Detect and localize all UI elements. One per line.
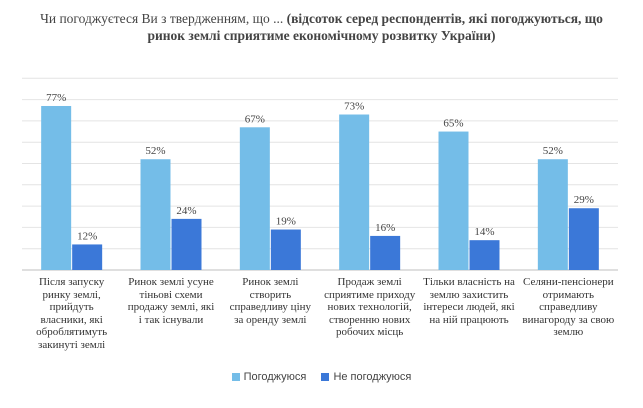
bar-disagree xyxy=(568,208,599,270)
data-label-agree: 67% xyxy=(245,113,265,125)
data-label-agree: 52% xyxy=(543,145,563,157)
data-label-agree: 73% xyxy=(344,101,364,113)
chart-title: Чи погоджуєтеся Ви з твердженням, що ...… xyxy=(30,10,613,44)
data-label-disagree: 12% xyxy=(77,230,97,242)
data-label-disagree: 16% xyxy=(375,222,395,234)
category-label: Продаж землі сприятиме приходу нових тех… xyxy=(324,276,416,338)
chart-title-main: (відсоток серед респондентів, які погодж… xyxy=(147,11,603,43)
bar-disagree xyxy=(469,240,500,270)
data-label-disagree: 29% xyxy=(574,194,594,206)
legend-item-agree: Погоджуюся xyxy=(231,371,307,383)
bar-disagree xyxy=(270,229,301,270)
legend: Погоджуюся Не погоджуюся xyxy=(0,371,643,384)
bar-agree xyxy=(239,127,270,270)
category-label: Ринок землі усуне тіньові схеми продажу … xyxy=(127,276,215,326)
legend-label-agree: Погоджуюся xyxy=(243,371,307,383)
legend-swatch-agree xyxy=(231,373,240,381)
bar-agree xyxy=(537,159,568,270)
category-label: Після запуску ринку землі, прийдуть влас… xyxy=(36,276,108,351)
legend-swatch-disagree xyxy=(321,373,330,381)
bar-disagree xyxy=(370,235,401,270)
legend-label-disagree: Не погоджуюся xyxy=(333,371,412,383)
data-label-disagree: 24% xyxy=(176,205,196,217)
data-label-disagree: 14% xyxy=(474,226,494,238)
bar-agree xyxy=(339,114,370,270)
data-label-agree: 65% xyxy=(443,118,463,130)
data-label-agree: 77% xyxy=(46,92,66,104)
data-label-agree: 52% xyxy=(145,145,165,157)
category-label: Ринок землі створить справедливу ціну за… xyxy=(229,276,312,326)
bar-agree xyxy=(41,105,72,271)
bar-agree xyxy=(438,131,469,270)
data-label-disagree: 19% xyxy=(276,216,296,228)
category-label: Тільки власність на землю захистить інте… xyxy=(423,276,515,326)
bar-disagree xyxy=(171,218,202,270)
bar-agree xyxy=(140,159,171,270)
chart-title-prefix: Чи погоджуєтеся Ви з твердженням, що ... xyxy=(40,11,284,26)
legend-item-disagree: Не погоджуюся xyxy=(321,371,411,383)
bar-disagree xyxy=(72,244,103,270)
category-label: Селяни-пенсіонери отримають справедливу … xyxy=(522,276,615,338)
